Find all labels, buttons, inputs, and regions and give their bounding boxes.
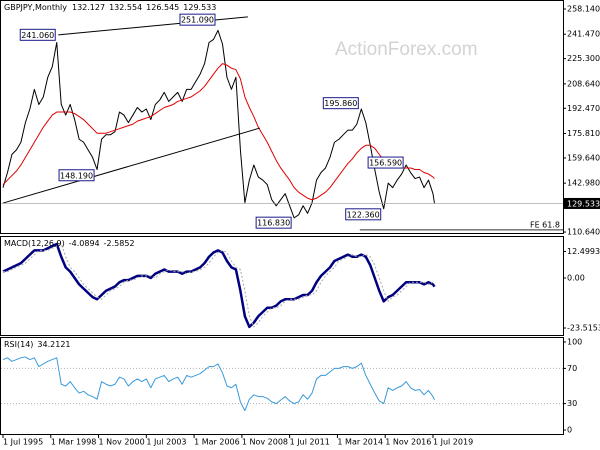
trend-line [58,16,248,36]
price-label: 116.830 [257,219,290,228]
y-tick-label: 225.300 [567,54,600,63]
rsi-panel-frame [0,337,564,435]
low: 126.545 [146,3,179,12]
y-tick-label: 0 [567,426,572,435]
y-tick-label: 208.640 [567,79,600,88]
price-label: 156.590 [369,159,402,168]
price-label-box [367,156,404,169]
y-tick-label: 70 [567,364,577,373]
y-tick-label: -23.5153 [567,323,600,332]
y-tick-label: 142.980 [567,179,600,188]
y-tick-label: 30 [567,399,577,408]
trend-line [2,127,260,204]
price-label-box [255,216,292,229]
series-line [2,29,435,219]
price-label-box [322,97,359,110]
price-label: 251.090 [181,16,214,25]
macd-panel-frame [0,236,564,336]
y-tick-label: 192.470 [567,104,600,113]
macd-header: MACD(12,26,9) -4.0894 -2.5852 [4,239,135,248]
price-label: 195.860 [324,99,357,108]
price-header: GBPJPY,Monthly 132.127 132.554 126.545 129.5… [4,3,216,12]
x-tick-label: 1 Nov 2000 [99,438,145,447]
high: 132.554 [109,3,142,12]
plot-layer: 258.140 241.470 225.300 208.640 192.470 175.8… [1,4,600,447]
x-tick-label: 1 Jul 2011 [290,438,330,447]
x-tick-label: 1 Jul 1995 [3,438,43,447]
price-label: 122.360 [347,210,380,219]
y-tick-label: 110.640 [567,228,600,237]
price-label-box [58,169,95,182]
x-tick-label: 1 Mar 1998 [51,438,97,447]
price-label-box [19,28,56,41]
macd-title: MACD(12,26,9) [4,239,65,248]
rsi-title: RSI(14) [4,340,33,349]
y-tick-label: 175.810 [567,129,600,138]
rsi-header: RSI(14) 34.2121 [4,340,71,349]
y-tick-label: 12.4993 [567,247,600,256]
signal-value: -2.5852 [104,239,135,248]
price-label: 148.190 [60,171,93,180]
symbol: GBPJPY,Monthly [4,3,67,12]
last-price-box [564,197,600,209]
close: 129.533 [183,3,216,12]
x-tick-label: 1 Mar 2006 [194,438,240,447]
x-tick-label: 1 Jul 2003 [146,438,186,447]
x-tick-label: 1 Nov 2008 [242,438,288,447]
y-tick-label: 100 [567,337,582,346]
series-line [2,356,435,412]
x-tick-label: 1 Jul 2019 [433,438,473,447]
price-panel-frame [0,0,564,234]
macd-value: -4.0894 [69,239,100,248]
price-label: 241.060 [21,31,54,40]
x-tick-label: 1 Mar 2014 [337,438,383,447]
y-tick-label: 258.140 [567,4,600,13]
y-tick-label: 159.640 [567,153,600,162]
rsi-value: 34.2121 [37,340,70,349]
y-tick-label: 0.00 [567,274,585,283]
y-tick-label: 241.470 [567,30,600,39]
series-line [2,63,435,201]
x-tick-label: 1 Nov 2016 [385,438,431,447]
last-price-label: 129.533 [567,199,600,208]
fe-label: FE 61.8 [530,220,560,229]
open: 132.127 [72,3,105,12]
price-label-box [179,13,216,26]
price-label-box [345,208,382,221]
series-line [2,242,436,329]
watermark: ActionForex.com [335,39,478,60]
